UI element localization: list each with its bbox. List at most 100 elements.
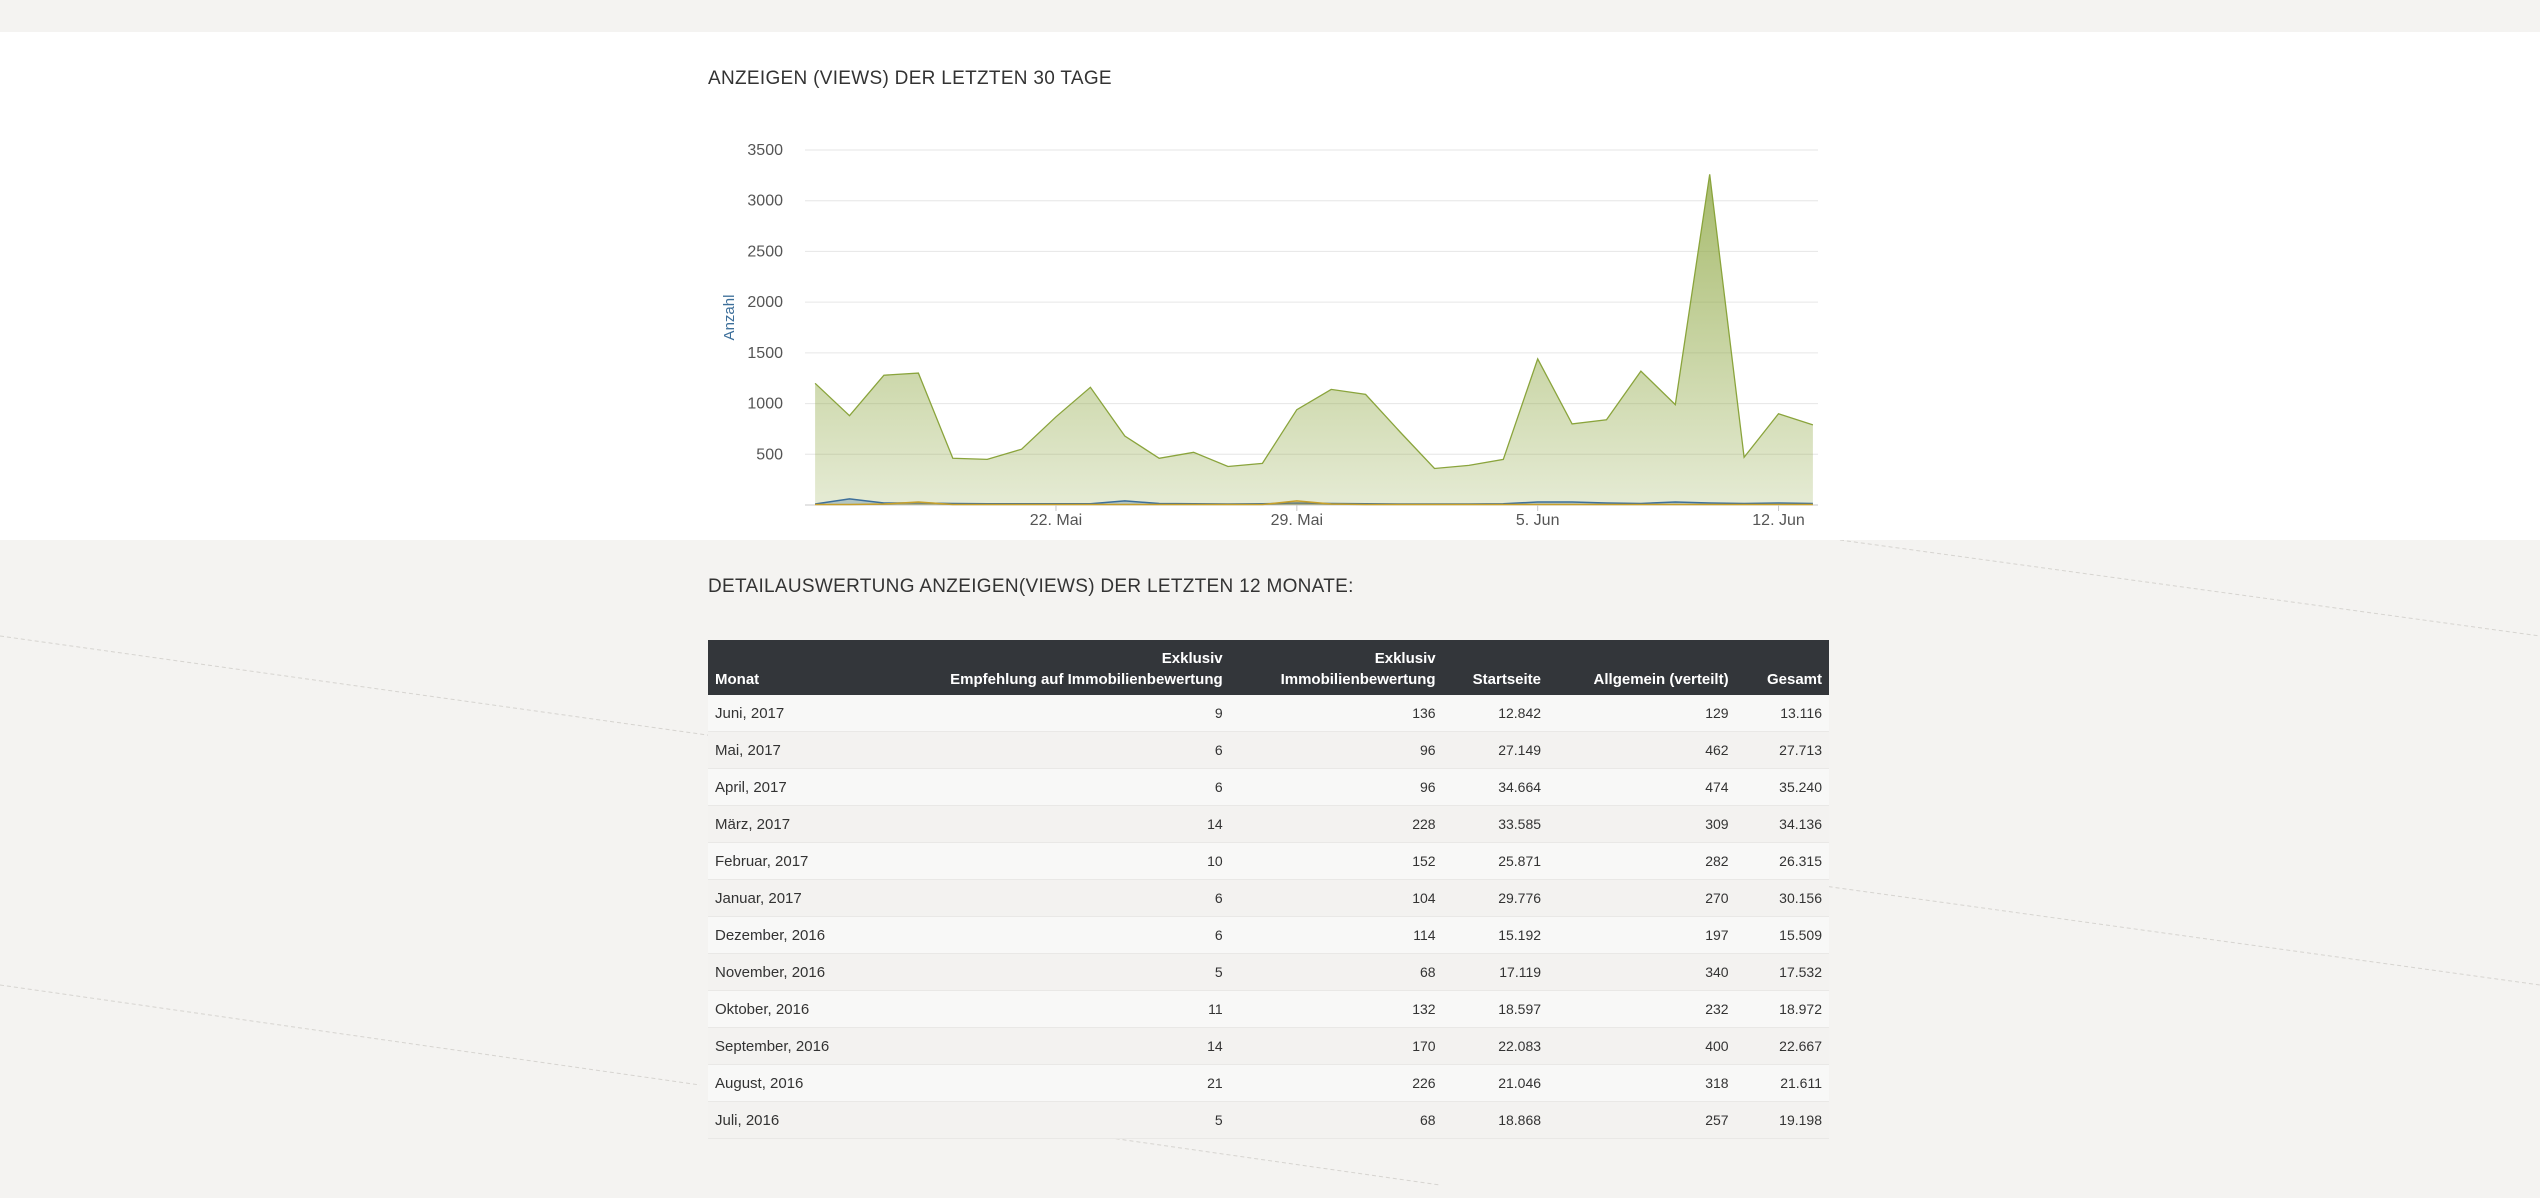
cell-monat: August, 2016 [708,1064,920,1102]
cell-exklusiv-empfehlung: 14 [919,805,1230,843]
cell-exklusiv-empfehlung: 9 [919,695,1230,732]
cell-monat: April, 2017 [708,768,920,806]
cell-startseite: 18.597 [1442,990,1549,1028]
cell-startseite: 27.149 [1442,731,1549,769]
views-area-chart: 500 1000 1500 2000 2500 3000 3500 Anzahl 22. Mai… [721,142,1818,529]
cell-exklusiv-empfehlung: 21 [919,1064,1230,1102]
cell-gesamt: 26.315 [1735,842,1829,880]
cell-exklusiv-immobilienbewertung: 226 [1229,1064,1443,1102]
cell-startseite: 22.083 [1442,1027,1549,1065]
chart-title: ANZEIGEN (VIEWS) DER LETZTEN 30 TAGE [708,68,1112,89]
col-header-gesamt: Gesamt [1735,641,1829,695]
cell-startseite: 29.776 [1442,879,1549,917]
cell-gesamt: 34.136 [1735,805,1829,843]
table-row: März, 2017 14 228 33.585 309 34.136 [708,805,1829,843]
cell-monat: Dezember, 2016 [708,916,920,954]
cell-allgemein: 197 [1548,916,1736,954]
cell-allgemein: 282 [1548,842,1736,880]
detail-table: Monat Exklusiv Empfehlung auf Immobilien… [708,640,1829,1139]
cell-startseite: 25.871 [1442,842,1549,880]
table-header: Monat Exklusiv Empfehlung auf Immobilien… [708,641,1829,695]
col-header-exklusiv-immobilienbewertung: Exklusiv Immobilienbewertung [1229,641,1443,695]
cell-monat: Mai, 2017 [708,731,920,769]
y-tick-label: 3000 [747,193,783,210]
series-1-area [815,174,1813,506]
cell-gesamt: 27.713 [1735,731,1829,769]
cell-exklusiv-immobilienbewertung: 136 [1229,695,1443,732]
col-header-exklusiv-immobilienbewertung-line2: Immobilienbewertung [1280,671,1436,688]
col-header-exklusiv-empfehlung-line2: Empfehlung auf Immobilienbewertung [950,671,1223,688]
cell-exklusiv-empfehlung: 6 [919,731,1230,769]
cell-monat: Juni, 2017 [708,695,920,732]
y-tick-label: 1000 [747,396,783,413]
table-row: August, 2016 21 226 21.046 318 21.611 [708,1064,1829,1102]
x-tick-label: 29. Mai [1271,512,1323,529]
top-strip [0,0,2540,32]
table-row: Februar, 2017 10 152 25.871 282 26.315 [708,842,1829,880]
cell-gesamt: 22.667 [1735,1027,1829,1065]
series-2-area [815,498,1813,505]
cell-exklusiv-empfehlung: 14 [919,1027,1230,1065]
cell-exklusiv-empfehlung: 6 [919,768,1230,806]
cell-exklusiv-immobilienbewertung: 68 [1229,1101,1443,1139]
cell-exklusiv-empfehlung: 5 [919,1101,1230,1139]
table-row: November, 2016 5 68 17.119 340 17.532 [708,953,1829,991]
cell-startseite: 18.868 [1442,1101,1549,1139]
cell-startseite: 17.119 [1442,953,1549,991]
cell-gesamt: 18.972 [1735,990,1829,1028]
y-axis-label: Anzahl [721,295,738,341]
cell-monat: September, 2016 [708,1027,920,1065]
table-row: Juni, 2017 9 136 12.842 129 13.116 [708,695,1829,732]
y-tick-label: 3500 [747,142,783,159]
table-body: Juni, 2017 9 136 12.842 129 13.116 Mai, 2017 6 9… [708,695,1829,1139]
cell-monat: Januar, 2017 [708,879,920,917]
table-row: Januar, 2017 6 104 29.776 270 30.156 [708,879,1829,917]
cell-startseite: 21.046 [1442,1064,1549,1102]
x-tick-label: 5. Jun [1516,512,1560,529]
cell-monat: März, 2017 [708,805,920,843]
table-row: April, 2017 6 96 34.664 474 35.240 [708,768,1829,806]
cell-exklusiv-immobilienbewertung: 68 [1229,953,1443,991]
series-3-line [815,500,1813,506]
cell-gesamt: 30.156 [1735,879,1829,917]
table-row: September, 2016 14 170 22.083 400 22.667 [708,1027,1829,1065]
cell-monat: Juli, 2016 [708,1101,920,1139]
cell-monat: Oktober, 2016 [708,990,920,1028]
cell-startseite: 12.842 [1442,695,1549,732]
cell-allgemein: 232 [1548,990,1736,1028]
cell-exklusiv-empfehlung: 10 [919,842,1230,880]
cell-monat: November, 2016 [708,953,920,991]
x-tick-label: 22. Mai [1030,512,1082,529]
cell-allgemein: 462 [1548,731,1736,769]
col-header-exklusiv-immobilienbewertung-line1: Exklusiv [1374,650,1436,667]
cell-exklusiv-empfehlung: 11 [919,990,1230,1028]
detail-title: DETAILAUSWERTUNG ANZEIGEN(VIEWS) DER LET… [708,576,1354,597]
cell-allgemein: 340 [1548,953,1736,991]
cell-allgemein: 257 [1548,1101,1736,1139]
cell-startseite: 15.192 [1442,916,1549,954]
cell-exklusiv-immobilienbewertung: 114 [1229,916,1443,954]
col-header-exklusiv-empfehlung-line1: Exklusiv [1161,650,1223,667]
cell-exklusiv-immobilienbewertung: 96 [1229,731,1443,769]
y-tick-label: 500 [756,446,783,463]
cell-startseite: 34.664 [1442,768,1549,806]
cell-gesamt: 35.240 [1735,768,1829,806]
col-header-allgemein: Allgemein (verteilt) [1548,641,1736,695]
y-tick-label: 2000 [747,294,783,311]
series-1-line [814,174,1814,470]
cell-exklusiv-immobilienbewertung: 132 [1229,990,1443,1028]
cell-gesamt: 13.116 [1735,695,1829,732]
cell-exklusiv-empfehlung: 6 [919,916,1230,954]
cell-exklusiv-immobilienbewertung: 170 [1229,1027,1443,1065]
cell-allgemein: 129 [1548,695,1736,732]
cell-exklusiv-immobilienbewertung: 96 [1229,768,1443,806]
chart-panel: ANZEIGEN (VIEWS) DER LETZTEN 30 TAGE 500… [0,32,2540,540]
table-row: Oktober, 2016 11 132 18.597 232 18.972 [708,990,1829,1028]
cell-gesamt: 21.611 [1735,1064,1829,1102]
cell-allgemein: 474 [1548,768,1736,806]
y-tick-label: 2500 [747,243,783,260]
table-row: Mai, 2017 6 96 27.149 462 27.713 [708,731,1829,769]
cell-startseite: 33.585 [1442,805,1549,843]
cell-monat: Februar, 2017 [708,842,920,880]
col-header-monat: Monat [708,641,920,695]
